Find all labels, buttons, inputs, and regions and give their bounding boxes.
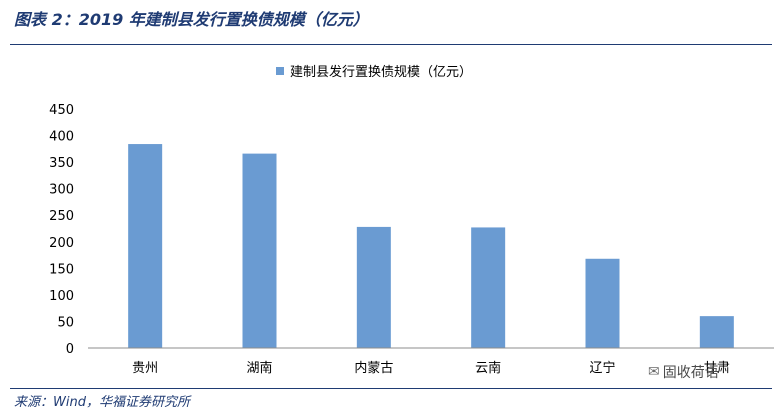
x-tick-label: 甘肃: [704, 361, 730, 376]
y-tick-label: 200: [49, 236, 74, 251]
footer-divider: [10, 388, 772, 389]
watermark: ✉ 固收荷语: [648, 362, 719, 382]
figure-title: 图表 2：2019 年建制县发行置换债规模（亿元）: [14, 10, 369, 29]
bar: [699, 316, 734, 348]
legend-swatch: [276, 67, 284, 75]
bar: [128, 144, 163, 348]
bar: [585, 258, 620, 348]
wechat-icon: ✉: [648, 364, 660, 380]
bar: [356, 226, 391, 348]
y-axis: 0 50 100 150 200 250 300 350 400 450: [49, 103, 74, 357]
y-tick-label: 450: [49, 103, 74, 118]
watermark-text: 固收荷语: [662, 365, 719, 381]
x-tick-label: 辽宁: [589, 360, 615, 376]
y-tick-label: 50: [57, 315, 74, 330]
y-tick-label: 350: [49, 156, 74, 171]
bar-series: [128, 144, 734, 348]
x-tick-label: 贵州: [132, 361, 158, 376]
y-tick-label: 150: [49, 262, 74, 277]
bar: [242, 153, 277, 348]
y-tick-label: 100: [49, 289, 74, 304]
legend-label: 建制县发行置换债规模（亿元）: [290, 64, 472, 80]
title-divider: [10, 44, 772, 45]
y-tick-label: 0: [66, 342, 74, 357]
x-tick-label: 内蒙古: [354, 360, 393, 376]
y-tick-label: 250: [49, 209, 74, 224]
x-tick-label: 云南: [475, 360, 501, 376]
y-tick-label: 300: [49, 183, 74, 198]
bar: [471, 227, 506, 348]
y-tick-label: 400: [49, 130, 74, 145]
source-note: 来源：Wind，华福证券研究所: [14, 395, 190, 410]
legend: 建制县发行置换债规模（亿元）: [276, 64, 472, 80]
x-tick-label: 湖南: [246, 360, 272, 376]
x-axis: 贵州 湖南 内蒙古 云南 辽宁 甘肃: [132, 360, 730, 376]
